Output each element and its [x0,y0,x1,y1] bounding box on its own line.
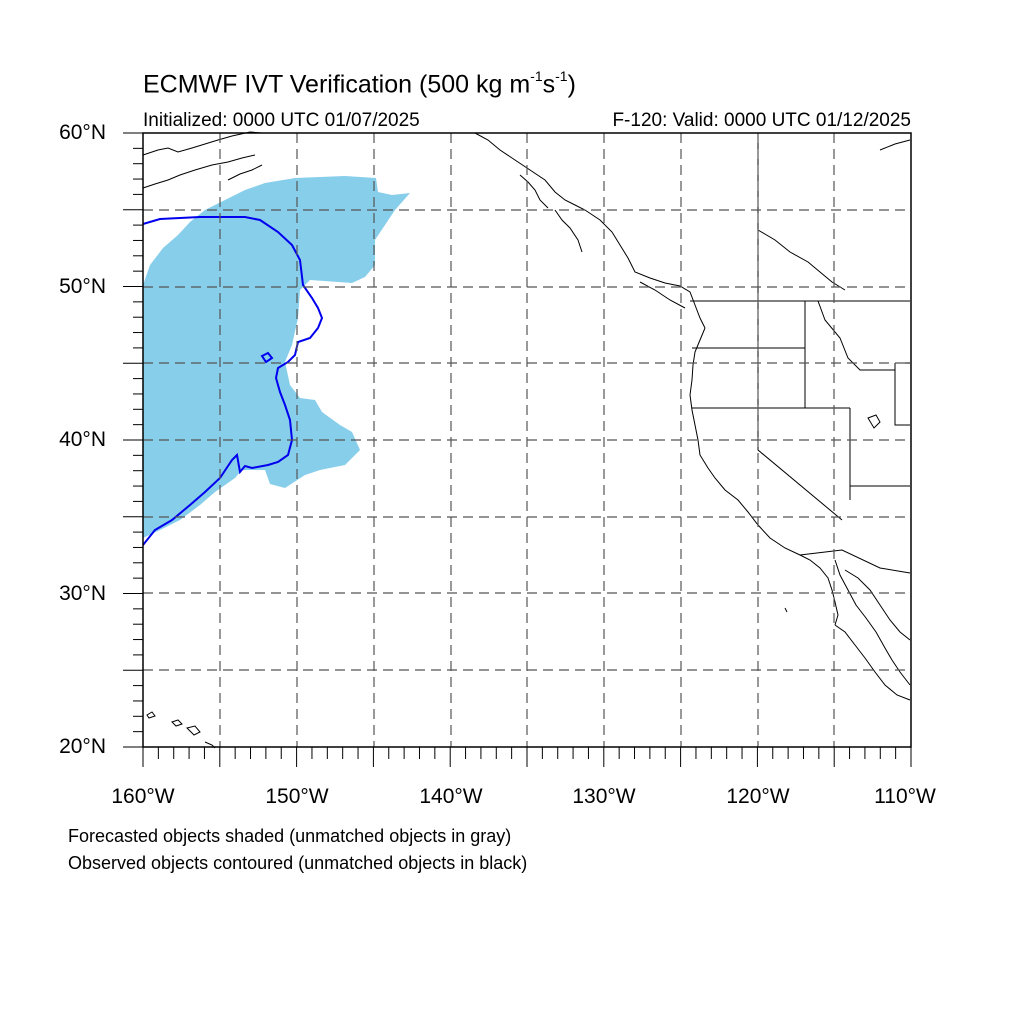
observed-contour-islet [260,351,274,364]
lat-label-50: 50°N [59,275,106,298]
axis-ticks [123,132,912,767]
lat-label-40: 40°N [59,428,106,451]
lat-label-20: 20°N [59,735,106,758]
forecast-note: Forecasted objects shaded (unmatched obj… [68,826,512,846]
lat-label-30: 30°N [59,582,106,605]
lon-label-160w: 160°W [111,785,175,808]
coastlines [142,131,911,749]
observed-note: Observed objects contoured (unmatched ob… [68,853,528,873]
lon-label-150w: 150°W [265,785,329,808]
forecast-object [143,176,410,538]
observed-contour [142,216,324,546]
lon-label-140w: 140°W [419,785,483,808]
valid-time: F-120: Valid: 0000 UTC 01/12/2025 [612,110,911,131]
grid-lines [143,133,911,747]
lon-label-120w: 120°W [726,785,790,808]
lon-label-130w: 130°W [572,785,636,808]
lon-label-110w: 110°W [874,785,936,808]
map-title: ECMWF IVT Verification (500 kg m-1s-1) [143,68,576,99]
lat-label-60: 60°N [59,121,106,144]
initialized-time: Initialized: 0000 UTC 01/07/2025 [143,110,420,131]
